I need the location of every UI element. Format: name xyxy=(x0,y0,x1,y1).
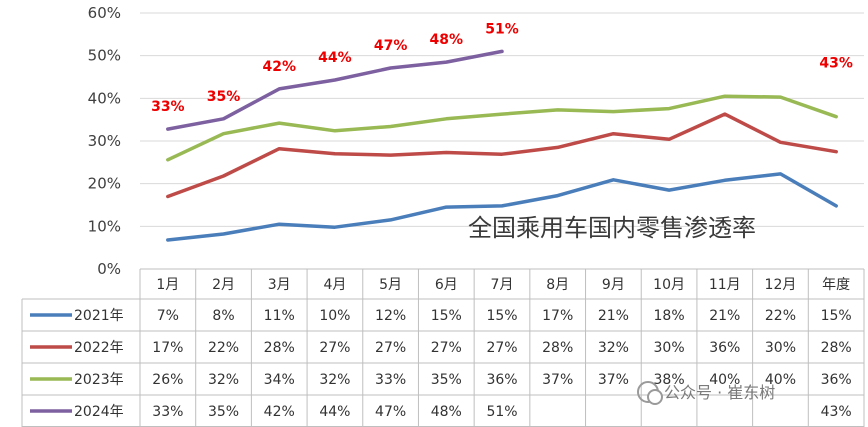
data-label: 44% xyxy=(318,50,352,66)
table-cell: 15% xyxy=(431,308,462,324)
table-cell: 28% xyxy=(264,340,295,356)
table-cell: 47% xyxy=(375,404,406,420)
legend-label: 2024年 xyxy=(74,404,124,420)
table-cell: 33% xyxy=(375,372,406,388)
category-label: 8月 xyxy=(546,277,569,293)
data-label: 48% xyxy=(430,32,464,48)
table-cell: 33% xyxy=(152,404,183,420)
data-label: 42% xyxy=(262,59,296,75)
table-cell: 27% xyxy=(319,340,350,356)
table-cell: 38% xyxy=(654,372,685,388)
table-cell: 32% xyxy=(319,372,350,388)
table-cell: 22% xyxy=(208,340,239,356)
watermark-text: 公众号 · 崔东树 xyxy=(664,383,775,402)
y-axis-ticks: 0% 10% 20% 30% 40% 50% 60% xyxy=(88,4,121,278)
data-label: 51% xyxy=(485,21,519,37)
category-label: 5月 xyxy=(379,277,402,293)
y-tick-label: 10% xyxy=(88,217,121,235)
table-cell: 36% xyxy=(709,340,740,356)
table-cell: 28% xyxy=(821,340,852,356)
table-cell: 15% xyxy=(821,308,852,324)
y-tick-label: 50% xyxy=(88,47,121,65)
table-cell: 27% xyxy=(375,340,406,356)
series-line-2021年 xyxy=(166,172,838,242)
table-cell: 21% xyxy=(598,308,629,324)
data-label: 33% xyxy=(151,99,185,115)
table-cell: 32% xyxy=(598,340,629,356)
table-cell: 40% xyxy=(765,372,796,388)
category-label: 3月 xyxy=(268,277,291,293)
data-label: 47% xyxy=(374,38,408,54)
data-table: 1月 2月 3月 4月 5月 6月 7月 8月 9月 10月 11月 12月 年度 2021年 7% 8% 11… xyxy=(21,268,865,427)
table-cell: 42% xyxy=(264,404,295,420)
category-label: 11月 xyxy=(709,277,741,293)
table-cell: 8% xyxy=(212,308,234,324)
category-label: 10月 xyxy=(653,277,685,293)
y-tick-label: 20% xyxy=(88,175,121,193)
table-cell: 10% xyxy=(319,308,350,324)
table-cell: 48% xyxy=(431,404,462,420)
table-cell: 35% xyxy=(431,372,462,388)
y-tick-label: 60% xyxy=(88,4,121,22)
series-line-2023年 xyxy=(166,94,838,162)
table-cell: 15% xyxy=(486,308,517,324)
table-cell: 21% xyxy=(709,308,740,324)
table-cell: 30% xyxy=(654,340,685,356)
legend-label: 2022年 xyxy=(74,340,124,356)
gridlines xyxy=(140,12,864,227)
category-label: 6月 xyxy=(435,277,458,293)
table-cell: 44% xyxy=(319,404,350,420)
table-cell: 43% xyxy=(821,404,852,420)
table-cell: 17% xyxy=(542,308,573,324)
chart-title: 全国乘用车国内零售渗透率 xyxy=(468,214,756,242)
table-cell: 7% xyxy=(157,308,179,324)
table-cell: 12% xyxy=(375,308,406,324)
table-cell: 51% xyxy=(486,404,517,420)
category-label: 7月 xyxy=(491,277,514,293)
y-tick-label: 40% xyxy=(88,89,121,107)
table-cell: 35% xyxy=(208,404,239,420)
y-tick-label: 0% xyxy=(97,260,121,278)
category-label: 4月 xyxy=(323,277,346,293)
data-labels: 33% 35% 42% 44% 47% 48% 51% 43% xyxy=(151,21,853,115)
data-label: 43% xyxy=(819,56,853,72)
category-label: 2月 xyxy=(212,277,235,293)
table-cell: 22% xyxy=(765,308,796,324)
legend-label: 2023年 xyxy=(74,372,124,388)
data-label: 35% xyxy=(207,89,241,105)
table-cell: 34% xyxy=(264,372,295,388)
table-cell: 27% xyxy=(486,340,517,356)
y-tick-label: 30% xyxy=(88,132,121,150)
table-cell: 36% xyxy=(821,372,852,388)
category-label: 9月 xyxy=(602,277,625,293)
category-label: 12月 xyxy=(765,277,797,293)
table-cell: 40% xyxy=(709,372,740,388)
table-cell: 28% xyxy=(542,340,573,356)
category-label: 年度 xyxy=(822,277,850,293)
series-line-2022年 xyxy=(166,112,838,199)
table-cell: 32% xyxy=(208,372,239,388)
table-cell: 30% xyxy=(765,340,796,356)
watermark: 公众号 · 崔东树 xyxy=(637,381,775,405)
table-cell: 18% xyxy=(654,308,685,324)
table-cell: 11% xyxy=(264,308,295,324)
wechat-icon-inner xyxy=(647,389,663,405)
table-cell: 17% xyxy=(152,340,183,356)
category-label: 1月 xyxy=(156,277,179,293)
table-cell: 36% xyxy=(486,372,517,388)
table-cell: 37% xyxy=(598,372,629,388)
legend-label: 2021年 xyxy=(74,308,124,324)
table-cell: 26% xyxy=(152,372,183,388)
series-lines xyxy=(166,51,838,242)
table-cell: 27% xyxy=(431,340,462,356)
table-cell: 37% xyxy=(542,372,573,388)
